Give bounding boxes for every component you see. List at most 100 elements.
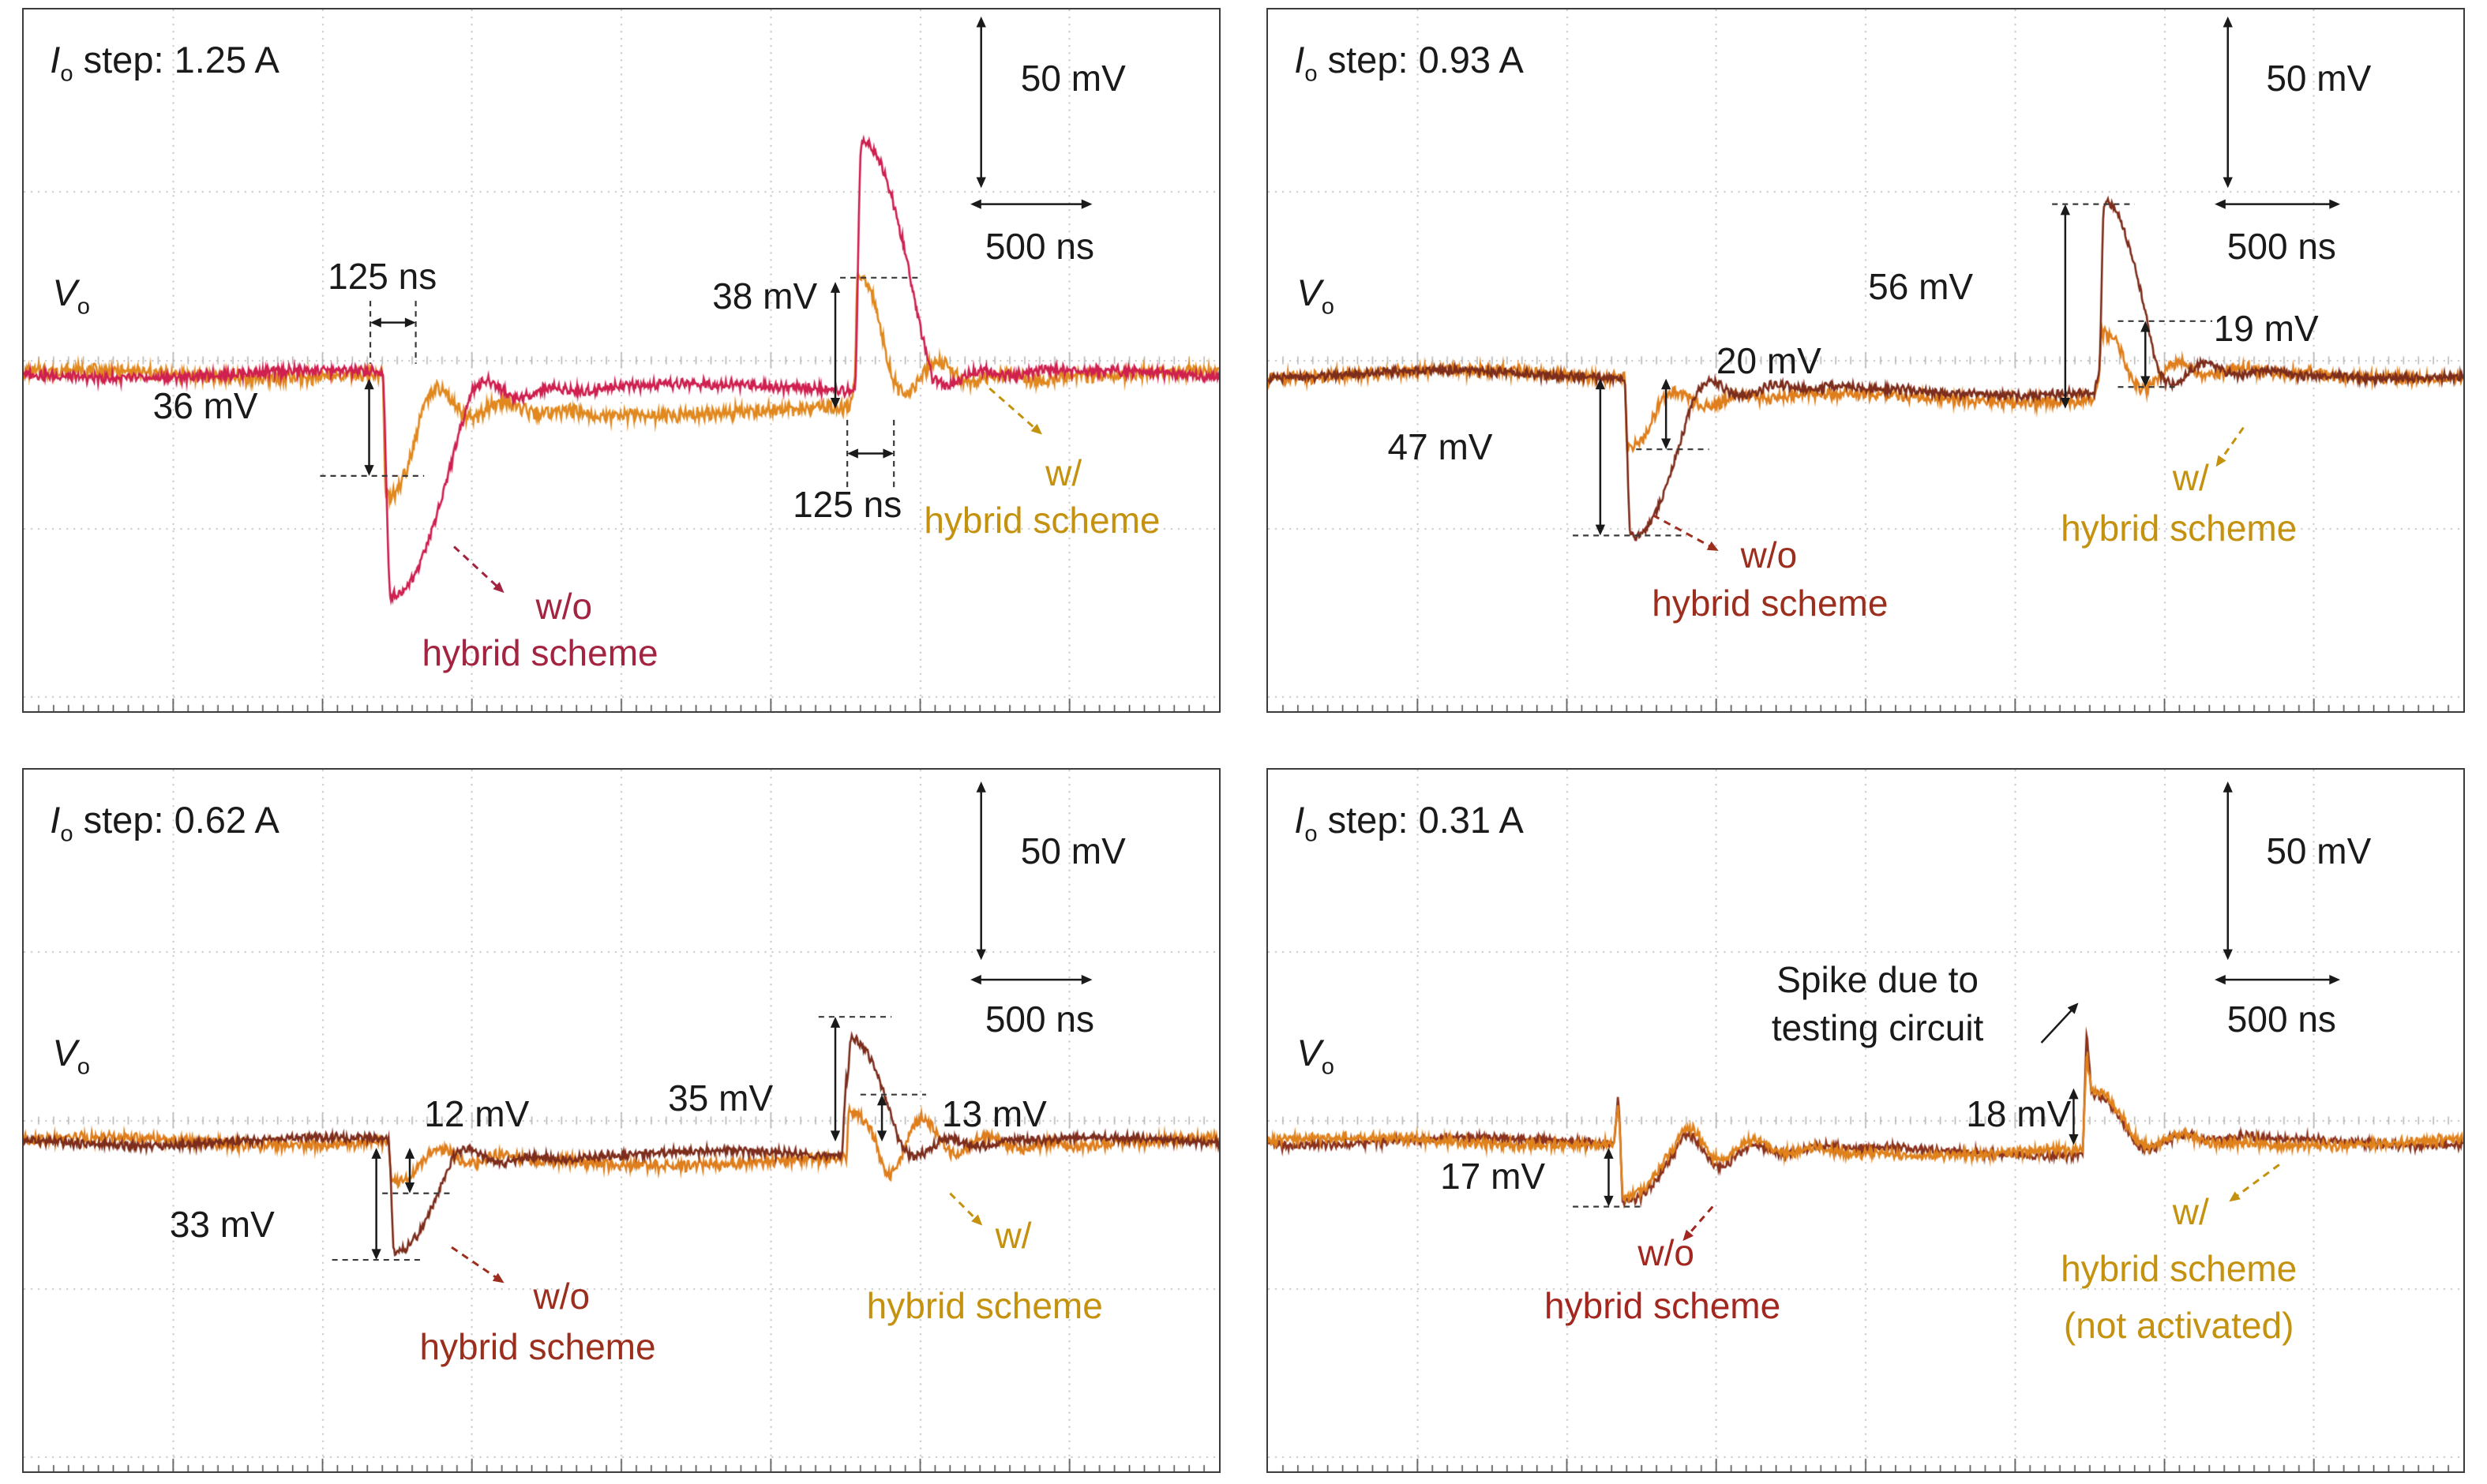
voltage-symbol: V [52, 1031, 77, 1074]
annotation-36-mv: 36 mV [152, 385, 258, 427]
annotation-hybrid-scheme: hybrid scheme [2061, 507, 2298, 549]
voltage-subscript: o [1321, 1054, 1334, 1080]
current-subscript: o [1304, 60, 1318, 86]
arrowhead [1661, 438, 1671, 450]
legend-leader-arrow [949, 1192, 979, 1222]
vo-axis-label: Vo [52, 271, 90, 320]
annotation-w-o: w/o [535, 585, 593, 627]
annotation-w: w/ [1045, 452, 1082, 493]
arrowhead [370, 317, 381, 328]
arrowhead [883, 448, 895, 459]
annotation-hybrid-scheme: hybrid scheme [1652, 582, 1889, 624]
arrowhead [2329, 199, 2341, 209]
arrowhead [2067, 1002, 2079, 1014]
arrowhead [2215, 455, 2226, 467]
arrowhead [1081, 199, 1093, 209]
annotation-13-mv: 13 mV [941, 1093, 1047, 1135]
voltage-symbol: V [52, 271, 77, 313]
waveform-canvas [1268, 9, 2463, 711]
io-step-label: Io step: 0.62 A [50, 798, 279, 847]
annotation-w-o: w/o [1637, 1231, 1694, 1273]
arrowhead [2140, 320, 2151, 332]
arrowhead [2229, 1191, 2241, 1202]
io-step-label: Io step: 0.93 A [1294, 38, 1524, 87]
vo-axis-label: Vo [1296, 1031, 1334, 1080]
annotation-50-mv: 50 mV [2266, 57, 2372, 99]
arrowhead [971, 1214, 983, 1226]
annotation-hybrid-scheme: hybrid scheme [419, 1325, 656, 1367]
legend-leader-arrow [1686, 1205, 1714, 1237]
waveform-canvas [24, 9, 1219, 711]
current-subscript: o [60, 60, 73, 86]
annotation-500-ns: 500 ns [2226, 999, 2336, 1040]
annotation-35-mv: 35 mV [668, 1077, 774, 1119]
annotation-50-mv: 50 mV [1020, 830, 1126, 871]
io-step-value: step: 0.62 A [73, 798, 279, 841]
annotation-labels-layer: 125 ns 36 mV 38 mV 125 ns 50 mV 500 ns w/hybri… [24, 9, 1219, 711]
arrowhead [404, 317, 416, 328]
annotation-56-mv: 56 mV [1868, 265, 1974, 307]
arrowhead [371, 1148, 381, 1159]
annotation-arrows-overlay [332, 781, 1093, 1284]
arrowhead [364, 465, 374, 476]
annotation-labels-layer: Spike due to testing circuit 18 mV 17 mV 50 … [1268, 770, 2463, 1471]
annotation-47-mv: 47 mV [1387, 425, 1493, 467]
current-symbol: I [50, 38, 61, 81]
arrowhead [830, 397, 841, 409]
scope-panel-top-right: 56 mV 20 mV 47 mV 19 mV 50 mV 500 ns w/o hybrid… [1266, 8, 2465, 713]
arrowhead [2223, 781, 2233, 793]
arrowhead [976, 949, 986, 961]
annotation-spike-due-to: Spike due to [1776, 958, 1979, 1000]
arrowhead [493, 582, 505, 594]
annotation-w-o: w/o [533, 1275, 591, 1317]
arrowhead [1604, 1148, 1614, 1159]
arrowhead [2140, 376, 2151, 388]
arrowhead [2215, 975, 2226, 985]
arrowhead [2060, 204, 2070, 215]
arrowhead [492, 1272, 505, 1284]
legend-leader-arrow [2219, 426, 2245, 463]
arrowhead [830, 282, 841, 293]
arrowhead [1661, 378, 1671, 390]
io-step-label: Io step: 1.25 A [50, 38, 279, 87]
annotation-38-mv: 38 mV [712, 275, 818, 317]
voltage-symbol: V [1296, 271, 1322, 313]
arrowhead [876, 1094, 887, 1106]
annotation-50-mv: 50 mV [1020, 57, 1126, 99]
annotation-arrows-overlay [320, 16, 1093, 594]
arrowhead [2060, 397, 2070, 409]
arrowhead [976, 16, 986, 28]
annotation-w-o: w/o [1740, 534, 1798, 575]
annotation-arrows-overlay [1573, 16, 2341, 551]
pointer-arrow [2040, 1006, 2075, 1044]
arrowhead [1081, 975, 1093, 985]
annotation-20-mv: 20 mV [1716, 339, 1821, 381]
legend-leader-arrow [453, 545, 501, 590]
annotation-arrows-overlay [1573, 781, 2341, 1242]
current-subscript: o [1304, 820, 1318, 846]
legend-leader-arrow [988, 387, 1038, 432]
arrowhead [2223, 177, 2233, 189]
annotation-19-mv: 19 mV [2213, 308, 2319, 350]
annotation-w: w/ [995, 1215, 1032, 1257]
annotation-hybrid-scheme: hybrid scheme [422, 632, 658, 674]
io-step-label: Io step: 0.31 A [1294, 798, 1524, 847]
annotation-500-ns: 500 ns [2226, 225, 2336, 267]
current-subscript: o [60, 820, 73, 846]
arrowhead [404, 1182, 415, 1194]
arrowhead [830, 1130, 841, 1142]
io-step-value: step: 1.25 A [73, 38, 279, 81]
arrowhead [2223, 16, 2233, 28]
arrowhead [1595, 524, 1606, 536]
annotation-labels-layer: 56 mV 20 mV 47 mV 19 mV 50 mV 500 ns w/o hybrid… [1268, 9, 2463, 711]
annotation-125-ns: 125 ns [793, 483, 902, 525]
arrowhead [2223, 949, 2233, 961]
annotation-50-mv: 50 mV [2266, 830, 2372, 871]
annotation-33-mv: 33 mV [169, 1203, 275, 1245]
arrowhead [1706, 541, 1719, 551]
scope-panel-bottom-right: Spike due to testing circuit 18 mV 17 mV 50 … [1266, 768, 2465, 1473]
legend-leader-arrow [451, 1246, 500, 1280]
current-symbol: I [1294, 798, 1305, 841]
arrowhead [970, 975, 981, 985]
voltage-subscript: o [77, 294, 90, 320]
